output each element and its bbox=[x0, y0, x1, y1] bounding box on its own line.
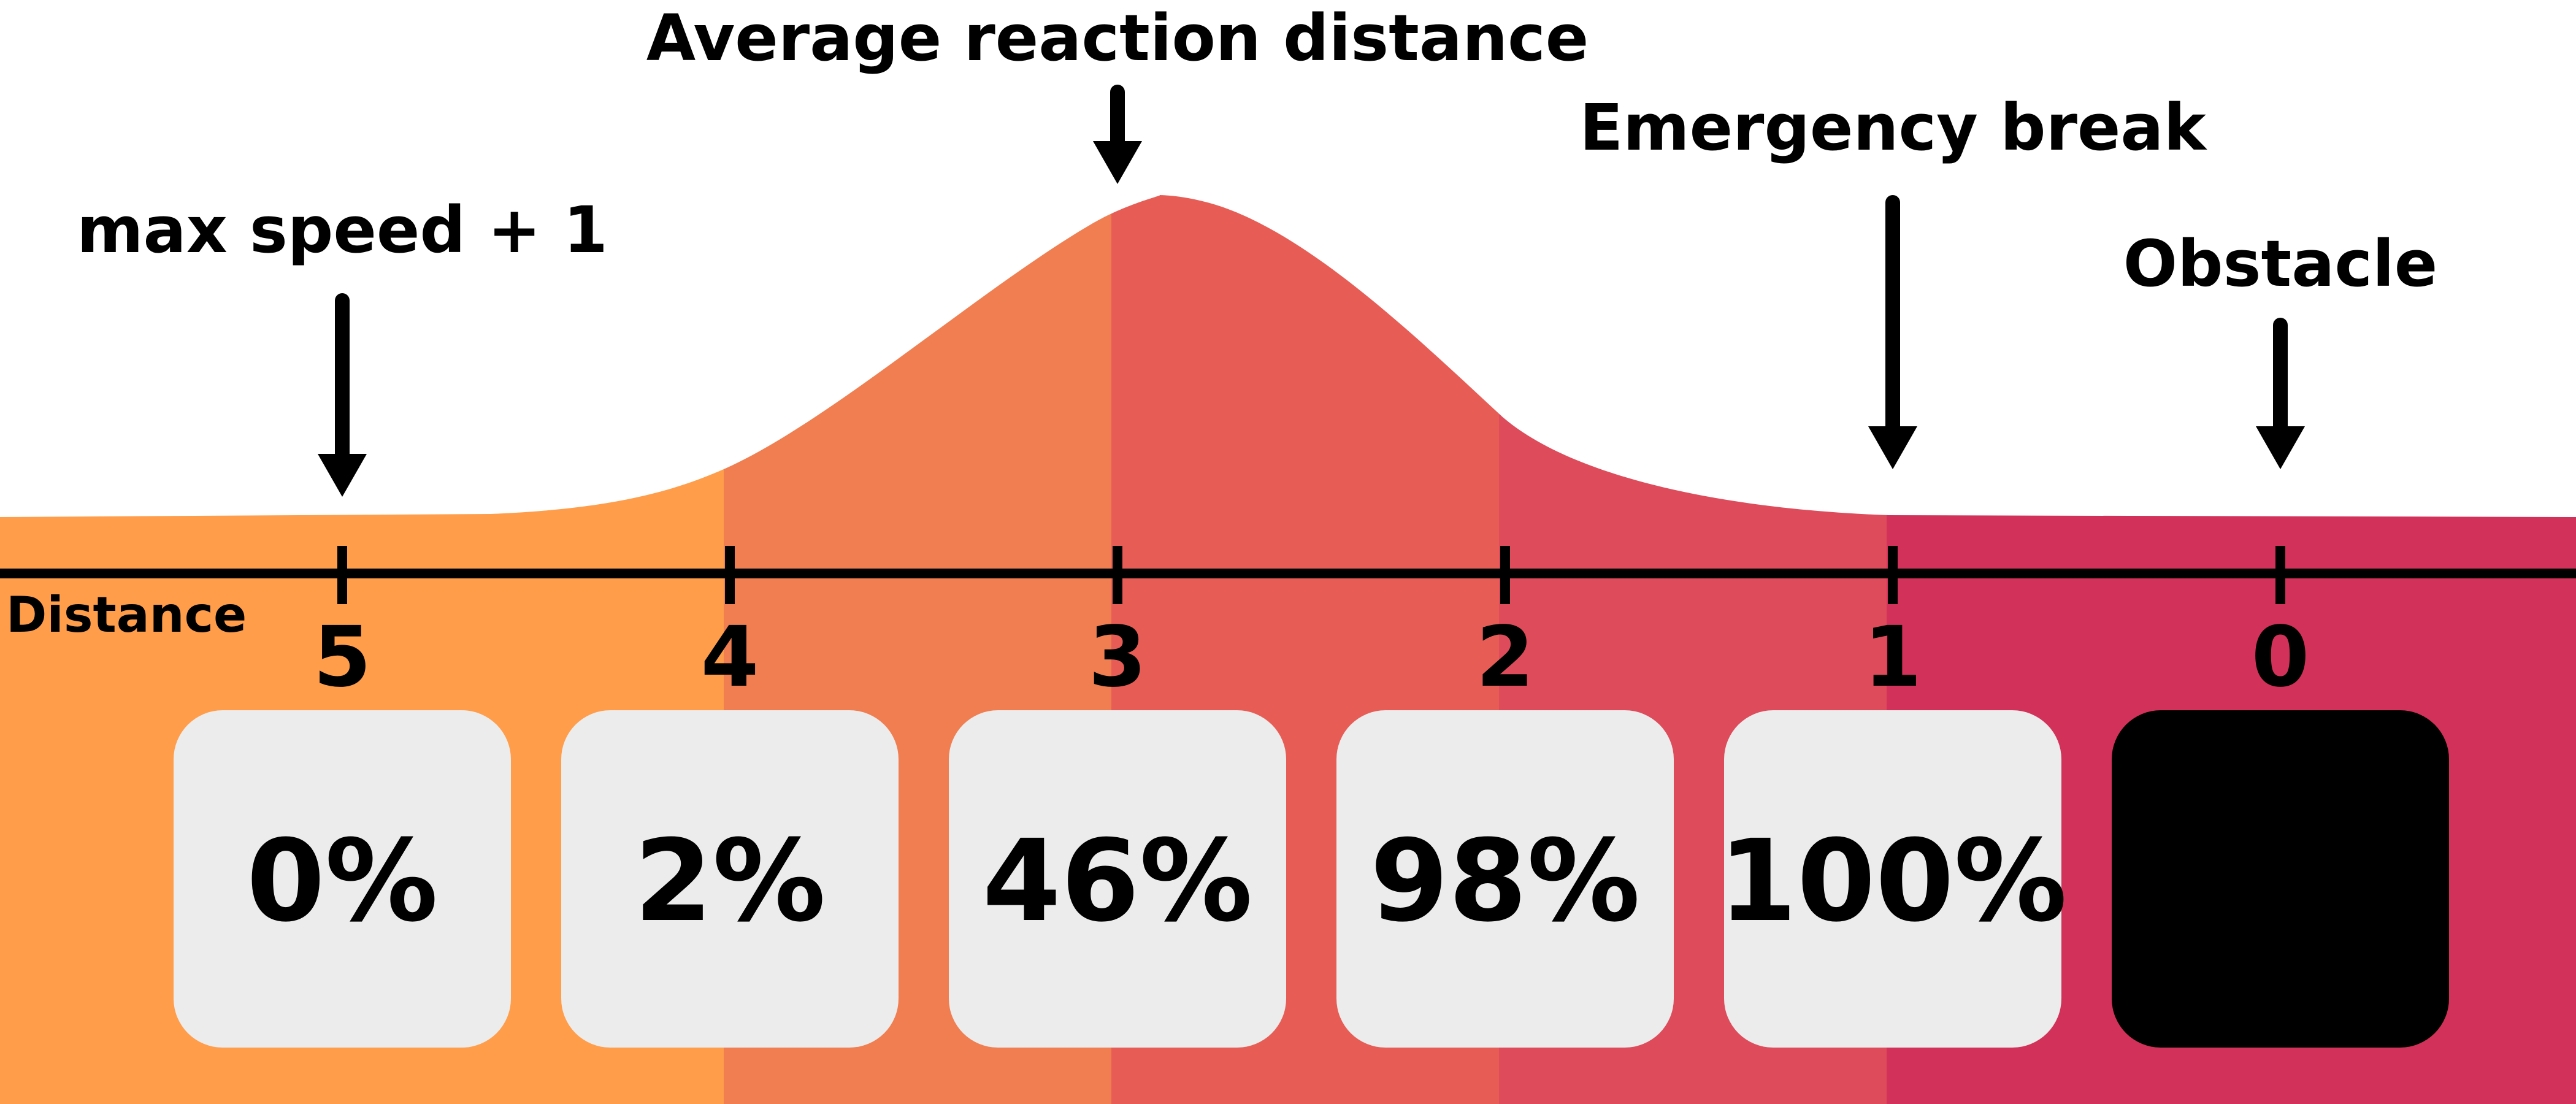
axis-title: Distance bbox=[6, 586, 247, 643]
probability-cells: 0% 2% 46% 98% 100% bbox=[174, 710, 2449, 1048]
tick-label: 3 bbox=[1089, 609, 1147, 706]
cell-box bbox=[949, 710, 1286, 1048]
cell-value: 100% bbox=[1719, 816, 2067, 947]
probability-cell bbox=[2112, 710, 2449, 1048]
annotation-label: Emergency break bbox=[1579, 90, 2207, 165]
tick-label: 0 bbox=[2252, 609, 2310, 706]
probability-cell: 0% bbox=[174, 710, 511, 1048]
probability-cell: 98% bbox=[1336, 710, 1674, 1048]
annotation: Average reaction distance bbox=[646, 1, 1589, 184]
cell-value: 98% bbox=[1370, 816, 1640, 947]
cell-box bbox=[561, 710, 899, 1048]
tick-label: 5 bbox=[313, 609, 372, 706]
axis-ticks: 5 4 3 2 1 0 bbox=[313, 546, 2310, 706]
annotation-label: Obstacle bbox=[2123, 226, 2437, 301]
tick-label: 1 bbox=[1864, 609, 1922, 706]
cell-box bbox=[1724, 710, 2061, 1048]
annotation-label: max speed + 1 bbox=[77, 193, 608, 267]
arrow-head-icon bbox=[1868, 426, 1917, 469]
cell-box bbox=[174, 710, 511, 1048]
tick-label: 2 bbox=[1476, 609, 1535, 706]
obstacle-box bbox=[2112, 710, 2449, 1048]
tick-label: 4 bbox=[701, 609, 759, 706]
annotation: max speed + 1 bbox=[77, 193, 608, 497]
cell-value: 0% bbox=[247, 816, 438, 947]
cell-value: 2% bbox=[634, 816, 826, 947]
cell-box bbox=[1336, 710, 1674, 1048]
annotation-label: Average reaction distance bbox=[646, 1, 1589, 75]
annotation: Emergency break bbox=[1579, 90, 2208, 469]
annotation: Obstacle bbox=[2123, 226, 2437, 469]
distance-axis: 5 4 3 2 1 0 Distance bbox=[0, 546, 2576, 706]
arrow-head-icon bbox=[2256, 426, 2305, 469]
probability-cell: 100% bbox=[1719, 710, 2067, 1048]
probability-cell: 2% bbox=[561, 710, 899, 1048]
annotations: max speed + 1 Average reaction distance Em… bbox=[77, 1, 2437, 497]
probability-cell: 46% bbox=[949, 710, 1286, 1048]
arrow-head-icon bbox=[1093, 141, 1142, 184]
cell-value: 46% bbox=[983, 816, 1252, 947]
arrow-head-icon bbox=[318, 454, 367, 497]
